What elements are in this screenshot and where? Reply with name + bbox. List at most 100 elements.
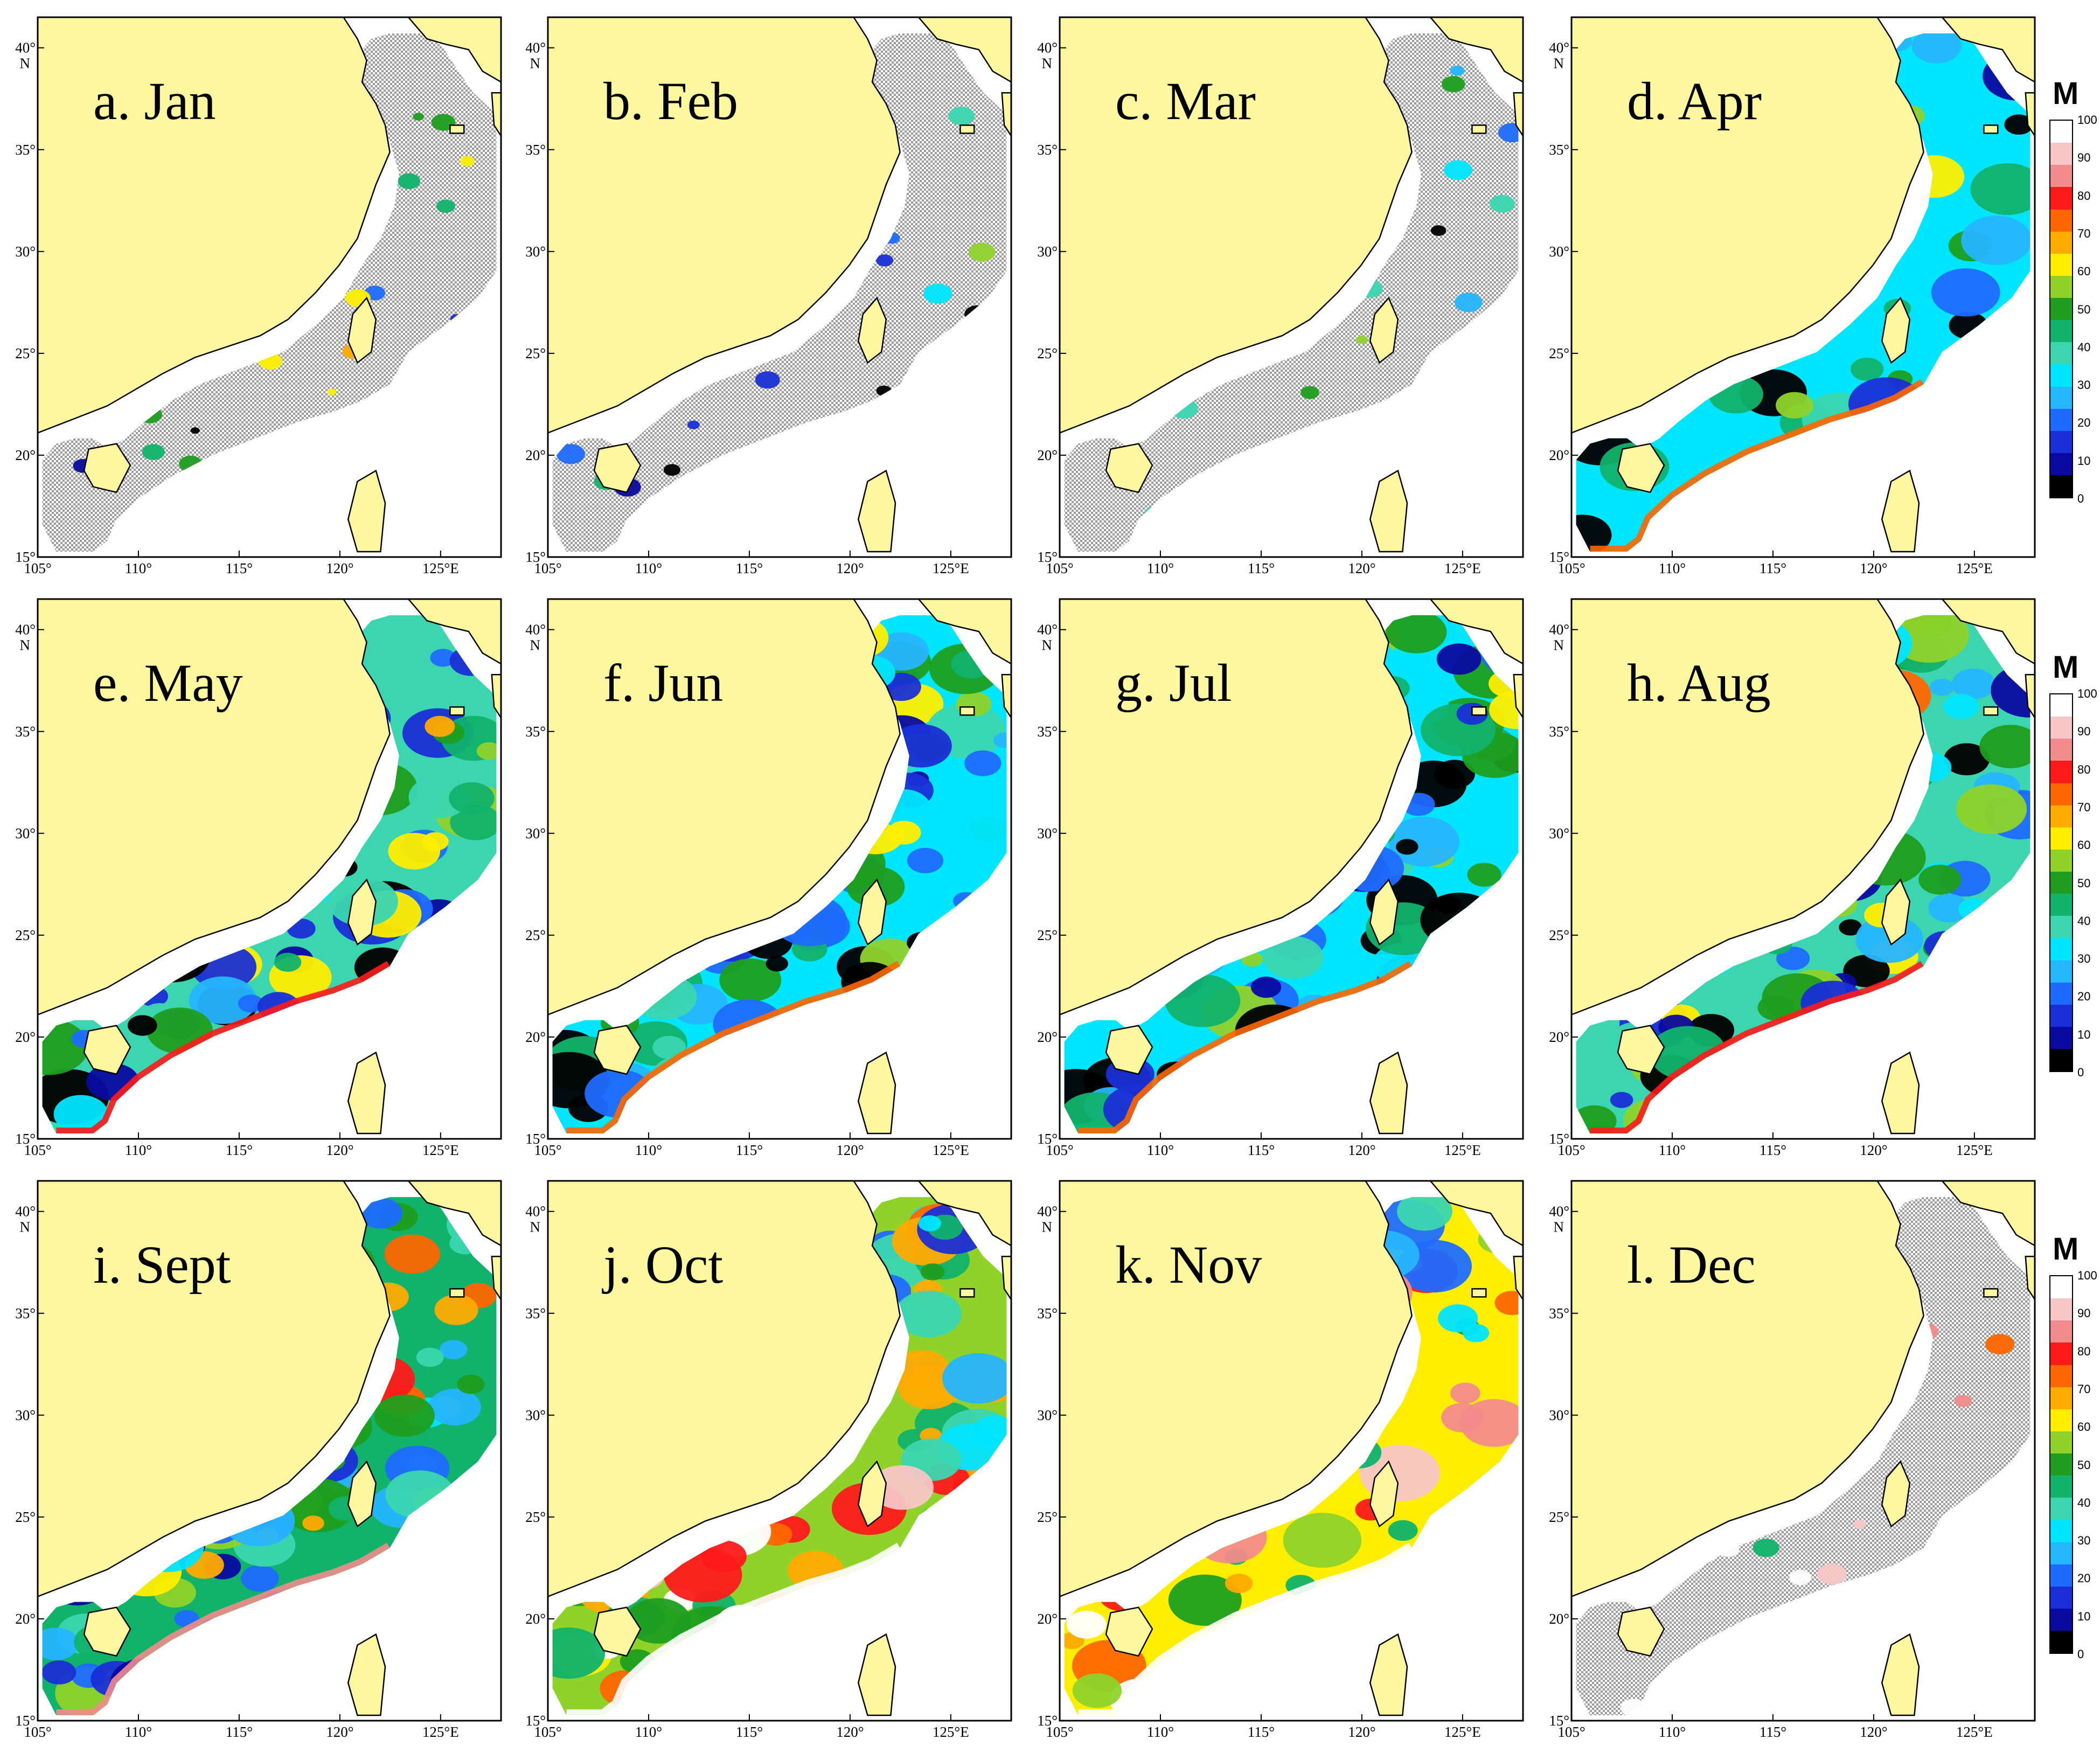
value-patch: [1066, 1611, 1107, 1639]
lat-tick-label: 20°: [15, 1611, 36, 1627]
lat-tick-label: 40°: [525, 1204, 546, 1220]
value-patch: [1952, 669, 1995, 699]
legend-swatch: [2050, 894, 2072, 916]
value-patch: [241, 1565, 279, 1592]
legend-swatch: [2050, 960, 2072, 983]
value-patch: [761, 1617, 833, 1667]
value-patch: [1958, 898, 1991, 921]
value-patch: [876, 385, 892, 396]
lat-tick-label: 20°: [525, 1029, 546, 1045]
mainland: [1059, 1180, 1413, 1598]
hainan-island: [83, 443, 131, 493]
map-panel: 105° 110° 115° 120° 125°E 15° 20° 25° 30° 35° 40° N…: [1037, 587, 1527, 1161]
value-patch: [476, 742, 497, 760]
value-patch: [436, 199, 455, 213]
value-patch: [622, 1560, 665, 1590]
value-patch: [1434, 1584, 1478, 1615]
lat-tick-label: 30°: [525, 244, 546, 260]
value-patch: [343, 455, 367, 472]
legend-tick-label: 100: [2077, 113, 2097, 127]
map-frame: [1570, 16, 2036, 558]
value-patch: [1484, 1644, 1516, 1666]
lat-tick-label: 15°: [525, 549, 546, 565]
value-patch: [1961, 215, 2031, 265]
map-canvas: 105° 110° 115° 120° 125°E 15° 20° 25° 30° 35° 40°N: [525, 598, 1012, 1158]
lat-tick-label: 40°: [1037, 1204, 1058, 1220]
luzon-island: [857, 1051, 896, 1135]
value-patch: [1426, 935, 1489, 980]
value-patch: [815, 1062, 855, 1090]
value-patch: [1971, 936, 2029, 977]
value-patch: [1438, 1304, 1478, 1333]
panel-title: k. Nov: [1115, 1235, 1262, 1295]
value-patch: [918, 1215, 942, 1232]
value-patch: [1677, 1100, 1713, 1125]
legend-colorbar: [2049, 693, 2073, 1072]
value-patch: [918, 1505, 963, 1538]
value-patch: [389, 1675, 461, 1716]
value-patch: [1671, 1084, 1726, 1123]
legend-swatch: [2050, 849, 2072, 872]
value-patch: [433, 1518, 464, 1540]
value-patch: [631, 973, 697, 1020]
value-patch: [464, 517, 476, 526]
value-patch: [434, 1653, 459, 1671]
lat-tick-label: 25°: [525, 1509, 546, 1525]
value-patch: [1450, 982, 1504, 1020]
value-patch: [299, 1655, 332, 1679]
legend-swatch: [2050, 1431, 2072, 1453]
map-frame: [1059, 1180, 1524, 1722]
map-frame: [1570, 1180, 2036, 1722]
value-patch: [1216, 1090, 1261, 1121]
value-patch: [392, 1566, 446, 1604]
value-patch: [384, 1234, 440, 1274]
shelf-sea: [1064, 33, 1519, 552]
value-patch: [443, 1512, 489, 1544]
value-patch: [432, 907, 478, 938]
lat-tick-label: 30°: [15, 1407, 36, 1423]
map-canvas: 105° 110° 115° 120° 125°E 15° 20° 25° 30° 35° 40°N: [1037, 16, 1524, 576]
lon-tick-label: 105°: [1046, 1724, 1073, 1740]
value-patch: [1727, 459, 1791, 505]
lat-north-label: N: [20, 55, 31, 72]
mainland: [37, 598, 391, 1016]
value-patch: [1283, 1513, 1362, 1568]
value-patch: [1168, 1574, 1242, 1626]
value-patch: [1995, 902, 2031, 940]
legend-tick-label: 0: [2077, 492, 2084, 505]
lat-tick-label: 40°: [1549, 40, 1569, 56]
value-patch: [1839, 919, 1862, 936]
taiwan-island: [347, 878, 377, 946]
value-patch: [1435, 472, 1445, 479]
lat-tick-label: 30°: [525, 825, 546, 841]
jeju-island: [959, 1288, 975, 1298]
mainland: [547, 598, 901, 1016]
value-patch: [142, 444, 165, 460]
value-patch: [884, 232, 900, 244]
value-patch: [905, 1570, 943, 1597]
value-patch: [388, 1649, 464, 1702]
value-patch: [259, 353, 282, 370]
mainland: [37, 1180, 391, 1598]
value-patch: [2004, 114, 2031, 135]
lon-tick-label: 125°E: [1444, 560, 1481, 576]
legend-swatch: [2050, 694, 2072, 717]
value-patch: [372, 1556, 450, 1611]
value-patch: [182, 1659, 248, 1705]
legend-swatch: [2050, 165, 2072, 187]
legend-swatch: [2050, 364, 2072, 387]
value-patch: [2013, 1682, 2031, 1699]
lat-tick-label: 25°: [1037, 345, 1058, 361]
value-patch: [1445, 1519, 1515, 1567]
value-patch: [934, 938, 972, 966]
value-patch: [743, 924, 792, 959]
value-patch: [392, 1005, 462, 1054]
mainland: [1059, 598, 1413, 1016]
luzon-island: [1881, 1051, 1920, 1135]
value-patch: [1489, 691, 1519, 729]
lat-tick-label: 20°: [1549, 1611, 1569, 1627]
lat-tick-label: 25°: [525, 345, 546, 361]
value-patch: [287, 919, 316, 939]
value-patch: [450, 508, 482, 531]
legend-tick-label: 10: [2077, 454, 2091, 468]
